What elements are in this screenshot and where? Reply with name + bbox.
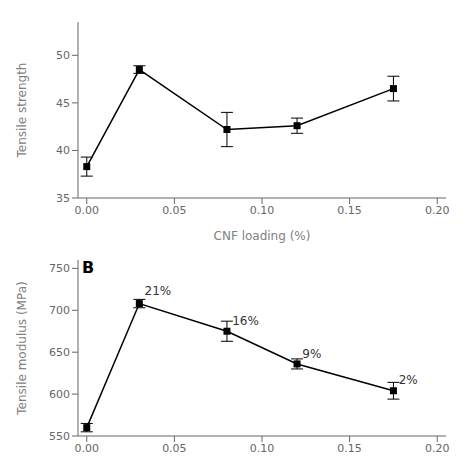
svg-text:Tensile strength: Tensile strength — [15, 63, 29, 159]
svg-text:0.00: 0.00 — [75, 442, 100, 455]
svg-text:0.20: 0.20 — [425, 442, 450, 455]
svg-text:45: 45 — [56, 97, 70, 110]
svg-text:0.10: 0.10 — [250, 204, 275, 217]
svg-text:50: 50 — [56, 49, 70, 62]
svg-text:550: 550 — [49, 430, 70, 443]
svg-text:0.00: 0.00 — [75, 204, 100, 217]
svg-text:0.05: 0.05 — [162, 442, 187, 455]
svg-text:600: 600 — [49, 388, 70, 401]
svg-text:CNF loading (%): CNF loading (%) — [214, 229, 311, 243]
svg-text:650: 650 — [49, 346, 70, 359]
html-text:B: B — [82, 258, 95, 277]
svg-text:9%: 9% — [302, 347, 321, 361]
svg-text:Tensile modulus (MPa): Tensile modulus (MPa) — [15, 281, 29, 415]
svg-text:40: 40 — [56, 144, 70, 157]
svg-text:0.15: 0.15 — [337, 204, 362, 217]
svg-text:750: 750 — [49, 262, 70, 275]
svg-text:0.20: 0.20 — [425, 204, 450, 217]
svg-text:35: 35 — [56, 192, 70, 205]
svg-text:0.05: 0.05 — [162, 204, 187, 217]
svg-text:0.10: 0.10 — [250, 442, 275, 455]
svg-text:700: 700 — [49, 304, 70, 317]
svg-text:0.15: 0.15 — [337, 442, 362, 455]
svg-text:2%: 2% — [399, 373, 418, 387]
svg-text:21%: 21% — [145, 284, 172, 298]
svg-text:16%: 16% — [232, 314, 259, 328]
